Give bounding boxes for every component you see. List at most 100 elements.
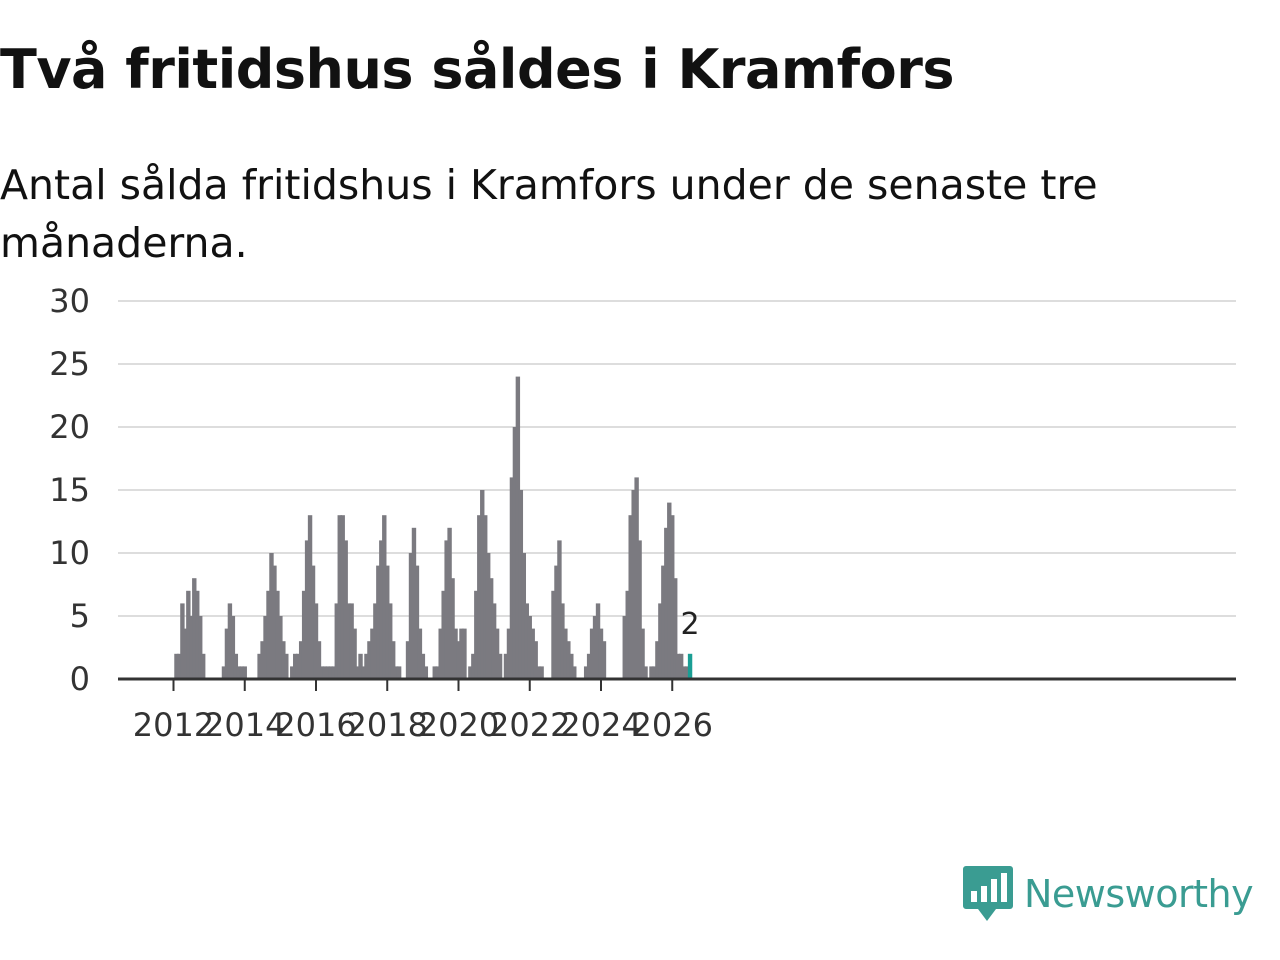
bar (643, 666, 648, 679)
bar (569, 653, 574, 679)
bar (177, 653, 182, 679)
bar (420, 653, 426, 679)
bar (367, 641, 372, 679)
bar (272, 565, 277, 679)
x-tick-label: 2022 (489, 706, 570, 744)
bar (405, 641, 411, 679)
bar (634, 477, 639, 679)
bar (408, 553, 414, 679)
bar (598, 628, 604, 679)
bar (441, 590, 446, 679)
bar (373, 603, 378, 679)
bar (509, 477, 515, 679)
bar (260, 641, 265, 679)
bar (370, 628, 375, 679)
bar (655, 641, 660, 679)
bar (275, 590, 280, 679)
bar (352, 628, 357, 679)
y-tick-label: 5 (70, 597, 90, 635)
bar (572, 666, 577, 679)
bar (625, 590, 630, 679)
bar (450, 578, 455, 679)
newsworthy-icon (963, 866, 1013, 921)
bar (290, 666, 295, 679)
bar (325, 666, 331, 679)
bar (551, 590, 556, 679)
x-tick-label: 2020 (418, 706, 499, 744)
bar (233, 653, 239, 679)
bar (239, 666, 244, 679)
bar (661, 565, 666, 679)
bar (456, 641, 461, 679)
annotations: 2 (681, 607, 700, 642)
bar (447, 527, 452, 679)
bar (518, 490, 524, 679)
bar (301, 590, 307, 679)
bar (533, 641, 538, 679)
bar (539, 666, 544, 679)
bar (503, 653, 509, 679)
bar (414, 565, 420, 679)
bar (263, 616, 268, 679)
bar (174, 653, 179, 679)
bar (687, 653, 693, 679)
x-tick-label: 2026 (632, 706, 713, 744)
bar (592, 616, 598, 679)
bar (444, 540, 449, 679)
x-tick-label: 2018 (347, 706, 428, 744)
bar (192, 578, 197, 679)
bar (266, 590, 271, 679)
brand-name: Newsworthy (1024, 872, 1254, 916)
bar (471, 653, 476, 679)
bar (515, 376, 521, 679)
data-label-latest: 2 (681, 607, 700, 642)
bar (658, 603, 663, 679)
bar (346, 603, 351, 679)
bar (340, 515, 345, 679)
bar (557, 540, 562, 679)
bar (319, 666, 325, 679)
x-tick-label: 2012 (133, 706, 214, 744)
bar (298, 641, 304, 679)
bar (649, 666, 654, 679)
bar (423, 666, 429, 679)
bar (396, 666, 402, 679)
bar (382, 515, 387, 679)
bar (589, 628, 595, 679)
bar (331, 666, 337, 679)
bar (390, 641, 396, 679)
bar (485, 553, 491, 679)
y-tick-label: 30 (49, 282, 90, 320)
bar (652, 666, 657, 679)
bar (670, 515, 675, 679)
bar (673, 578, 678, 679)
bar (269, 553, 274, 679)
bar (601, 641, 607, 679)
bar (313, 603, 319, 679)
bar (530, 628, 535, 679)
bar (438, 628, 443, 679)
bar (595, 603, 601, 679)
bar (453, 628, 458, 679)
bar (675, 653, 681, 679)
bar (328, 666, 334, 679)
bar (364, 653, 369, 679)
bar (506, 628, 512, 679)
bar (278, 616, 283, 679)
bar (307, 515, 313, 679)
bar (393, 666, 399, 679)
gridlines (118, 300, 1236, 617)
x-tick-label: 2024 (560, 706, 641, 744)
bar (491, 603, 497, 679)
bar (385, 565, 390, 679)
chart-subtitle: Antal sålda fritidshus i Kramfors under … (0, 161, 1098, 267)
y-tick-label: 20 (49, 408, 90, 446)
y-axis: 0 5 10 15 20 25 30 (49, 282, 90, 698)
x-tick-label: 2016 (275, 706, 356, 744)
bar (180, 603, 185, 679)
bar (186, 590, 191, 679)
bar (281, 641, 286, 679)
bar (376, 565, 381, 679)
